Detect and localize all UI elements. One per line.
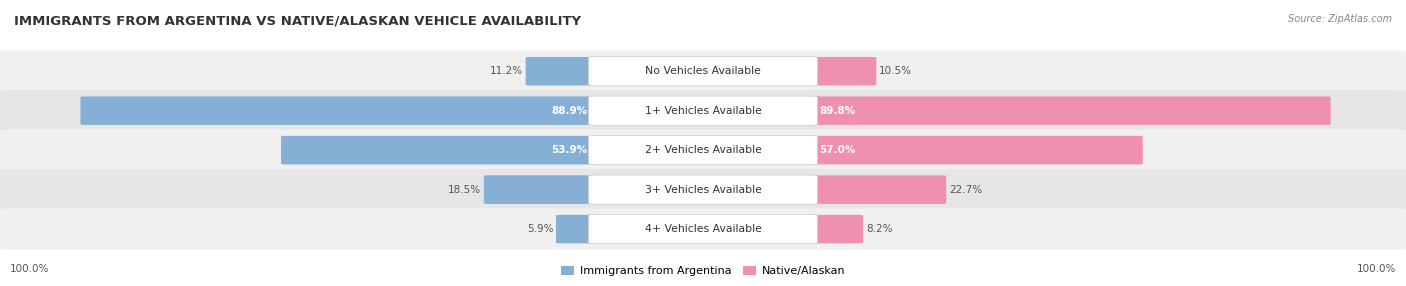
FancyBboxPatch shape (808, 96, 1330, 125)
FancyBboxPatch shape (808, 215, 863, 243)
FancyBboxPatch shape (526, 57, 599, 86)
Text: IMMIGRANTS FROM ARGENTINA VS NATIVE/ALASKAN VEHICLE AVAILABILITY: IMMIGRANTS FROM ARGENTINA VS NATIVE/ALAS… (14, 14, 581, 27)
FancyBboxPatch shape (484, 175, 599, 204)
FancyBboxPatch shape (808, 175, 946, 204)
FancyBboxPatch shape (588, 214, 818, 244)
FancyBboxPatch shape (0, 90, 1406, 131)
FancyBboxPatch shape (588, 57, 818, 86)
Text: 88.9%: 88.9% (551, 106, 588, 116)
Text: 11.2%: 11.2% (489, 66, 523, 76)
Text: 22.7%: 22.7% (949, 185, 983, 194)
FancyBboxPatch shape (0, 208, 1406, 250)
Text: 100.0%: 100.0% (1357, 264, 1396, 274)
FancyBboxPatch shape (0, 51, 1406, 92)
FancyBboxPatch shape (0, 130, 1406, 171)
Text: 4+ Vehicles Available: 4+ Vehicles Available (644, 224, 762, 234)
FancyBboxPatch shape (0, 169, 1406, 210)
FancyBboxPatch shape (80, 96, 599, 125)
Text: 53.9%: 53.9% (551, 145, 588, 155)
FancyBboxPatch shape (808, 136, 1143, 164)
Text: 18.5%: 18.5% (449, 185, 481, 194)
Text: 1+ Vehicles Available: 1+ Vehicles Available (644, 106, 762, 116)
Text: 100.0%: 100.0% (10, 264, 49, 274)
Text: 3+ Vehicles Available: 3+ Vehicles Available (644, 185, 762, 194)
FancyBboxPatch shape (588, 136, 818, 165)
Text: No Vehicles Available: No Vehicles Available (645, 66, 761, 76)
Text: 2+ Vehicles Available: 2+ Vehicles Available (644, 145, 762, 155)
Text: Source: ZipAtlas.com: Source: ZipAtlas.com (1288, 14, 1392, 24)
Text: 8.2%: 8.2% (866, 224, 893, 234)
Legend: Immigrants from Argentina, Native/Alaskan: Immigrants from Argentina, Native/Alaska… (557, 261, 849, 281)
FancyBboxPatch shape (588, 96, 818, 125)
FancyBboxPatch shape (808, 57, 876, 86)
Text: 5.9%: 5.9% (527, 224, 553, 234)
Text: 57.0%: 57.0% (818, 145, 855, 155)
FancyBboxPatch shape (555, 215, 599, 243)
FancyBboxPatch shape (281, 136, 599, 164)
Text: 89.8%: 89.8% (818, 106, 855, 116)
Text: 10.5%: 10.5% (879, 66, 912, 76)
FancyBboxPatch shape (588, 175, 818, 204)
